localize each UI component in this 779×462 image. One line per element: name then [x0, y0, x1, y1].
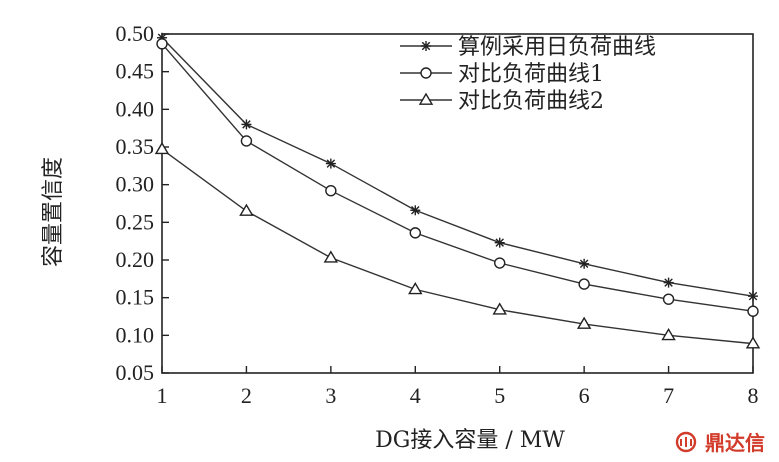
data-point: [579, 258, 590, 269]
data-point: [156, 38, 168, 50]
data-point: [494, 237, 505, 248]
plot-area-border: [161, 33, 754, 374]
data-point: [323, 250, 339, 263]
data-point: [408, 281, 423, 295]
data-point: [662, 293, 675, 305]
series-2: [156, 38, 759, 317]
data-point: [325, 158, 336, 169]
legend-marker: [418, 92, 434, 105]
data-point: [494, 257, 506, 269]
x-axis: 1 2 3 4 5 6 7 8: [157, 366, 759, 408]
series-3: [154, 141, 761, 349]
data-point: [325, 184, 337, 197]
watermark-icon: [675, 431, 697, 452]
data-point: [239, 203, 254, 216]
y-tick-label: 0.35: [116, 134, 155, 159]
data-point: [410, 205, 421, 216]
data-point: [663, 277, 674, 288]
legend-item: 对比负荷曲线1: [400, 62, 604, 87]
data-point: [748, 291, 758, 302]
x-tick-label: 3: [325, 383, 336, 408]
y-tick-label: 0.25: [116, 209, 155, 234]
x-tick-label: 8: [748, 383, 759, 408]
x-tick-label: 1: [157, 383, 168, 408]
legend-label: 算例采用日负荷曲线: [458, 35, 656, 60]
x-axis-label: DG接入容量 / MW: [375, 428, 565, 453]
y-tick-label: 0.40: [116, 96, 155, 121]
x-tick-label: 4: [410, 383, 421, 408]
legend-marker: [421, 41, 431, 51]
x-tick-label: 7: [663, 383, 674, 408]
y-tick-label: 0.05: [116, 360, 155, 385]
data-point: [492, 302, 507, 315]
series-line: [161, 37, 754, 297]
data-point: [240, 135, 253, 147]
x-tick-label: 5: [494, 383, 505, 408]
data-point: [747, 305, 759, 317]
data-point: [576, 316, 592, 329]
data-point: [578, 278, 590, 290]
y-tick-label: 0.20: [116, 247, 155, 272]
legend-marker: [420, 67, 432, 79]
y-tick-label: 0.30: [116, 172, 155, 197]
plot-frame: [161, 33, 754, 374]
x-tick-label: 6: [579, 383, 590, 408]
watermark-text: 鼎达信: [705, 431, 765, 455]
y-axis-label: 容量置信度: [41, 157, 66, 267]
data-point: [745, 336, 761, 349]
legend-item: 对比负荷曲线2: [400, 89, 604, 114]
legend-item: 算例采用日负荷曲线: [400, 35, 656, 60]
y-tick-label: 0.15: [116, 285, 155, 310]
series-lines: [154, 32, 761, 349]
series-1: [157, 32, 758, 302]
legend-label: 对比负荷曲线2: [458, 89, 604, 114]
series-line: [161, 148, 754, 345]
data-point: [661, 327, 676, 341]
y-tick-label: 0.10: [116, 322, 155, 347]
y-tick-label: 0.50: [116, 21, 155, 46]
data-point: [154, 141, 170, 155]
data-point: [241, 119, 252, 130]
legend-label: 对比负荷曲线1: [458, 62, 604, 87]
data-point: [409, 227, 421, 239]
watermark-logo: 鼎达信: [675, 427, 765, 456]
series-line: [161, 43, 754, 312]
x-tick-label: 2: [241, 383, 252, 408]
y-tick-label: 0.45: [116, 59, 155, 84]
y-axis: 0.05 0.10 0.15 0.20 0.25 0.30 0.35 0.40 0.45 0.50: [116, 21, 169, 385]
